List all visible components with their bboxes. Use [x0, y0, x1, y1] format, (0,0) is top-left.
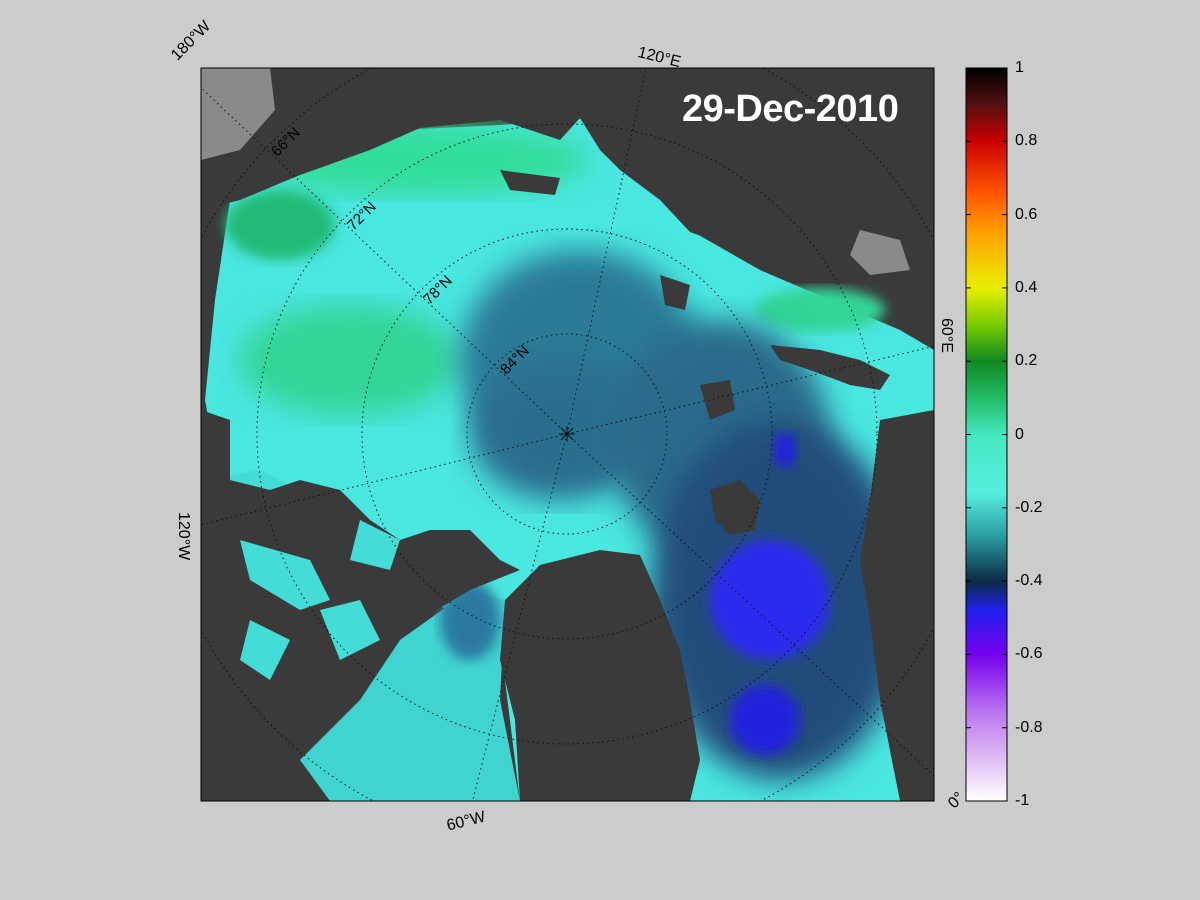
novaya-zemlya-land	[770, 345, 890, 390]
colorbar-tick-label: 0.8	[1015, 132, 1038, 150]
map-area	[201, 68, 934, 801]
colorbar-tick-label: 0.2	[1015, 352, 1038, 370]
colorbar-tick-label: -1	[1015, 792, 1030, 809]
colorbar-ticks	[966, 67, 1007, 802]
ocean-baffin-dark	[440, 580, 500, 660]
colorbar-tick-label: -0.4	[1015, 572, 1043, 590]
date-title: 29-Dec-2010	[682, 88, 899, 130]
north-pole-star	[559, 426, 575, 442]
ocean-pole-dark	[470, 360, 650, 500]
lon-label-120w: 120°W	[175, 512, 192, 561]
colorbar	[965, 67, 1008, 802]
franz-josef-land	[700, 380, 735, 420]
archipelago-channels	[240, 520, 400, 680]
ocean-low-south	[730, 685, 800, 755]
ocean-low-core	[710, 540, 830, 660]
colorbar-tick-label: -0.2	[1015, 498, 1043, 516]
ocean-low-north	[773, 432, 797, 468]
greenland-land	[500, 550, 700, 801]
colorbar-tick-label: -0.8	[1015, 718, 1043, 736]
colorbar-tick-label: 0.6	[1015, 205, 1038, 223]
scandinavia-land	[860, 410, 934, 801]
eurasia-land	[201, 68, 934, 300]
land-shelf	[201, 68, 910, 275]
colorbar-tick-label: 0.4	[1015, 278, 1038, 296]
map-frame	[200, 67, 935, 802]
colorbar-tick-label: -0.6	[1015, 645, 1043, 663]
ocean-green-east	[755, 288, 885, 332]
new-siberian-island	[500, 170, 560, 195]
graticule	[201, 68, 934, 801]
ocean-green-west	[240, 305, 460, 415]
svalbard-land	[710, 480, 760, 535]
severnaya-zemlya-land	[660, 275, 690, 310]
colorbar-tick-label: 1	[1015, 59, 1024, 76]
lon-label-60e: 60°E	[938, 318, 955, 353]
ocean-green-corner	[225, 190, 335, 260]
colorbar-tick-label: 0	[1015, 425, 1024, 443]
